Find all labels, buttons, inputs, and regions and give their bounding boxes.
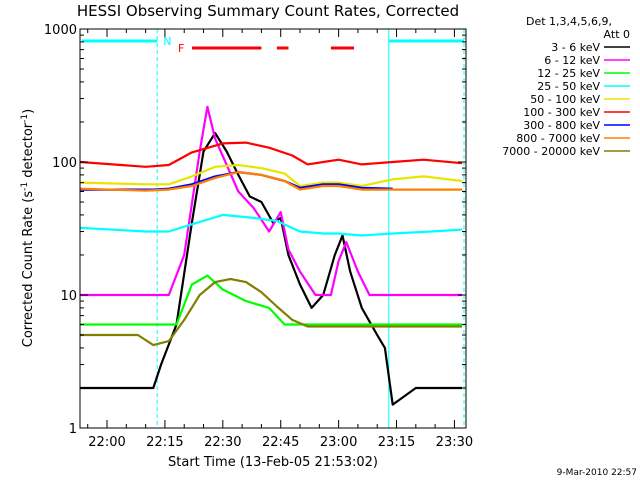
flare-label: F: [178, 42, 184, 55]
flare-markers: F: [178, 42, 355, 55]
y-label-part3: ): [21, 109, 36, 114]
series-line: [79, 163, 463, 188]
legend-label: 25 - 50 keV: [537, 80, 600, 93]
x-tick-label: 23:15: [378, 435, 415, 450]
x-tick-label: 22:00: [88, 435, 125, 450]
y-tick-label: 10: [60, 289, 77, 304]
series-line: [79, 171, 463, 192]
y-axis-label: Corrected Count Rate (s-1 detector-1): [20, 109, 36, 347]
legend-label: 6 - 12 keV: [544, 54, 600, 67]
series-line: [79, 213, 463, 237]
series-line: [79, 141, 463, 168]
plot-frame: [79, 28, 467, 429]
legend-label: 12 - 25 keV: [537, 67, 600, 80]
chart-title: HESSI Observing Summary Count Rates, Cor…: [77, 2, 459, 20]
legend-label: 7000 - 20000 keV: [502, 145, 600, 158]
y-tick-label: 1: [69, 422, 77, 437]
y-label-sup1: -1: [20, 182, 30, 191]
legend-label: 300 - 800 keV: [523, 119, 600, 132]
y-tick-label: 100: [52, 156, 77, 171]
night-label: N: [163, 35, 171, 48]
series-line: [80, 277, 463, 347]
x-tick-label: 22:45: [262, 435, 299, 450]
series-lines: [79, 105, 463, 406]
legend-header-line1: Det 1,3,4,5,6,9,: [526, 15, 612, 28]
legend-header-line2: Att 0: [604, 28, 630, 41]
night-markers: N: [82, 29, 465, 428]
x-axis-label: Start Time (13-Feb-05 21:53:02): [168, 455, 378, 470]
y-label-sup2: -1: [20, 114, 30, 123]
x-axis: 22:00 22:15 22:30 22:45 23:00 23:15 23:30: [87, 29, 473, 450]
x-tick-label: 22:15: [146, 435, 183, 450]
legend-label: 50 - 100 keV: [530, 93, 600, 106]
x-tick-label: 22:30: [204, 435, 241, 450]
y-tick-label: 1000: [44, 23, 77, 38]
series-line: [80, 274, 463, 326]
legend-label: 800 - 7000 keV: [516, 132, 600, 145]
footer-timestamp: 9-Mar-2010 22:57: [557, 468, 637, 478]
y-label-part2: detector: [21, 122, 36, 182]
x-tick-label: 23:00: [320, 435, 357, 450]
series-line: [80, 105, 463, 297]
legend-label: 100 - 300 keV: [523, 106, 600, 119]
series-line: [80, 132, 463, 406]
x-tick-label: 23:30: [436, 435, 473, 450]
y-axis: 1 10 100 1000: [44, 23, 466, 437]
legend-label: 3 - 6 keV: [551, 41, 600, 54]
y-label-part1: Corrected Count Rate (s: [21, 191, 36, 348]
